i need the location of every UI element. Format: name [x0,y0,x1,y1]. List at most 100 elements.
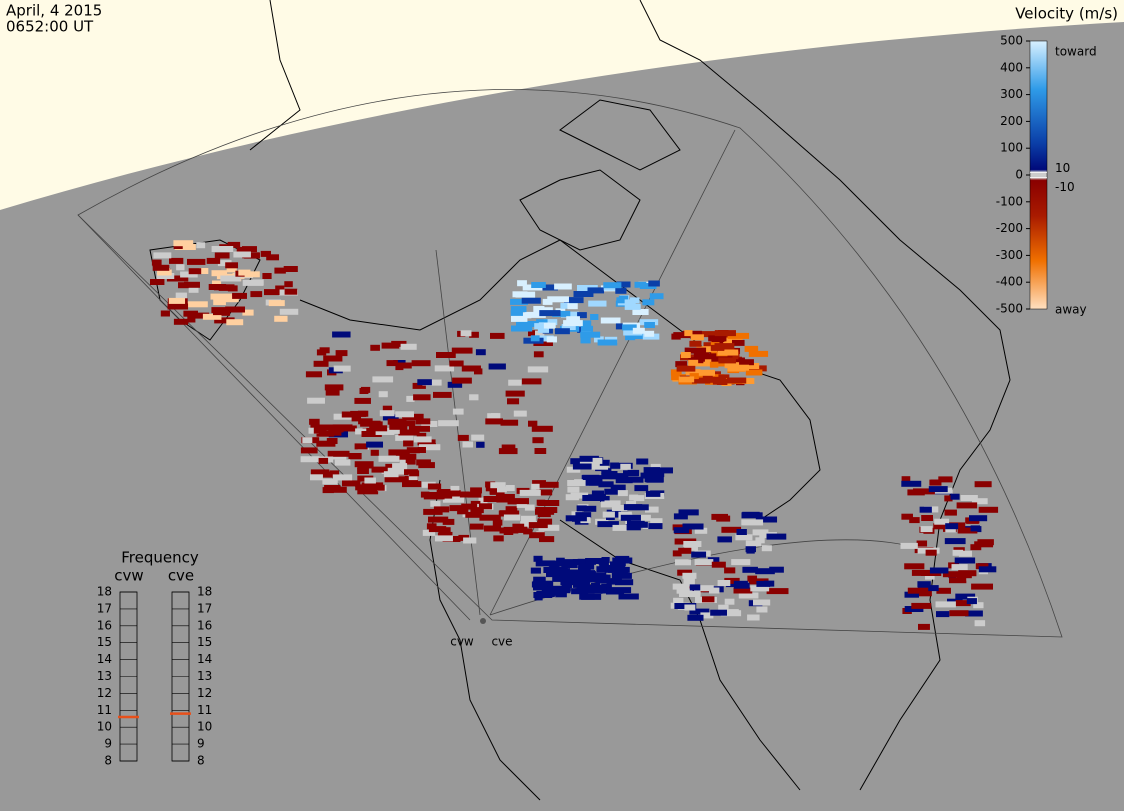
radar-cell [435,535,453,542]
frequency-tick-label: 9 [197,737,205,751]
radar-cell [274,267,286,274]
radar-cell [449,505,462,512]
radar-cell [684,604,696,611]
radar-cell [413,436,432,443]
radar-cell [485,485,503,492]
radar-cell [385,463,395,470]
radar-cell [499,527,519,534]
radar-cell [416,432,427,439]
radar-cell [460,330,472,337]
radar-cell [300,447,318,454]
radar-cell [717,536,732,543]
radar-cell [567,303,578,310]
radar-cell [703,342,718,349]
radar-cell [917,581,931,588]
radar-cell [264,289,280,296]
radar-cell [583,571,596,578]
radar-cell [423,508,443,515]
radar-cell [901,513,913,520]
radar-cell [684,347,707,354]
radar-cell [471,434,485,441]
radar-cell [274,315,288,322]
radar-cell [579,455,599,462]
radar-cell [615,287,627,294]
radar-cell [593,574,604,581]
radar-cell [387,418,407,425]
radar-cell [348,453,362,459]
radar-cell [645,476,664,483]
radar-cell [399,458,409,465]
radar-cell [753,599,771,606]
radar-cell [180,271,198,278]
colorbar-tick-label: 300 [1000,87,1023,101]
radar-cell [505,390,525,397]
radar-cell [691,551,707,558]
radar-cell [745,546,756,553]
radar-cell [408,474,418,481]
radar-cell [354,461,374,468]
radar-cell [649,293,664,300]
radar-cell [944,538,966,545]
frequency-tick-label: 18 [197,585,212,599]
radar-cell [921,515,934,521]
radar-cell [640,472,653,479]
radar-cell [536,499,546,506]
radar-cell [516,501,527,508]
radar-cell [395,468,405,475]
radar-cell [745,369,763,376]
radar-cell [642,299,655,306]
frequency-tick-label: 15 [97,635,112,649]
colorbar-tick-label: 100 [1000,141,1023,155]
radar-cell [611,578,621,585]
radar-cell [419,444,441,451]
radar-cell [241,271,260,278]
radar-cell [675,361,688,368]
radar-cell [332,474,353,481]
radar-cell [929,567,949,574]
radar-cell [597,339,618,346]
radar-cell [590,314,599,320]
frequency-tick-label: 9 [104,737,112,751]
radar-cell [966,598,977,605]
radar-cell [960,495,978,501]
radar-cell [462,441,474,448]
radar-cell [672,583,690,590]
frequency-tick-label: 13 [97,669,112,683]
radar-cell [583,505,597,512]
radar-cell [602,511,615,518]
radar-cell [527,366,549,373]
radar-cell [310,474,323,481]
radar-cell [469,523,484,530]
radar-cell [537,518,553,525]
radar-cell [740,591,750,597]
radar-cell [426,523,437,530]
radar-cell [717,580,731,586]
radar-cell [678,376,695,383]
radar-cell [463,537,477,544]
radar-cell [761,545,772,552]
radar-cell [451,496,464,503]
radar-cell [699,353,717,360]
radar-cell [175,292,187,299]
radar-cell [169,257,184,264]
radar-cell [580,331,601,338]
radar-cell [601,468,612,475]
radar-cell [529,532,545,539]
radar-cell [684,330,693,337]
radar-cell [696,346,718,353]
radar-cell [465,511,482,518]
radar-cell [225,306,246,313]
radar-cell [498,448,518,455]
radar-cell [470,507,484,514]
radar-cell [901,476,911,483]
radar-cell [518,526,528,533]
radar-cell [618,593,639,600]
radar-cell [516,321,538,327]
radar-cell [745,540,762,547]
radar-cell [978,506,999,513]
radar-cell [242,309,254,316]
radar-cell [238,269,251,276]
radar-cell [742,566,758,573]
radar-cell [617,299,636,306]
